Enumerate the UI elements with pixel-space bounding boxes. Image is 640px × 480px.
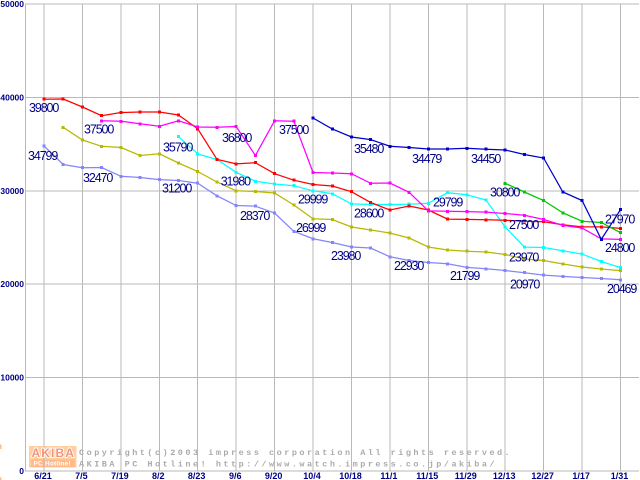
svg-text:31980: 31980: [221, 174, 251, 188]
svg-text:0: 0: [19, 466, 24, 476]
svg-text:8/2: 8/2: [152, 471, 165, 480]
svg-text:40000: 40000: [0, 92, 24, 102]
svg-text:30000: 30000: [0, 186, 24, 196]
svg-text:37500: 37500: [84, 123, 114, 137]
svg-text:20469: 20469: [607, 282, 637, 296]
svg-text:10000: 10000: [0, 373, 24, 383]
svg-text:35790: 35790: [163, 141, 193, 155]
svg-text:8/23: 8/23: [188, 471, 206, 480]
svg-text:6/21: 6/21: [34, 471, 52, 480]
svg-text:23980: 23980: [331, 249, 361, 263]
svg-text:21799: 21799: [450, 269, 480, 283]
svg-text:35480: 35480: [354, 142, 384, 156]
svg-text:AKIBA: AKIBA: [32, 446, 76, 460]
svg-text:7/5: 7/5: [75, 471, 88, 480]
svg-text:20970: 20970: [510, 278, 540, 292]
svg-text:28370: 28370: [240, 209, 270, 223]
svg-text:11/29: 11/29: [455, 471, 477, 480]
svg-text:22930: 22930: [394, 259, 424, 273]
svg-text:31200: 31200: [162, 182, 192, 196]
svg-text:28600: 28600: [354, 207, 384, 221]
svg-text:9/20: 9/20: [265, 471, 283, 480]
svg-text:11/1: 11/1: [380, 471, 397, 480]
svg-text:36800: 36800: [222, 131, 252, 145]
svg-text:32470: 32470: [83, 171, 113, 185]
svg-text:26999: 26999: [296, 221, 326, 235]
svg-text:34450: 34450: [471, 152, 501, 166]
svg-text:11/15: 11/15: [416, 471, 438, 480]
svg-text:27970: 27970: [605, 213, 635, 227]
svg-text:34799: 34799: [28, 149, 58, 163]
svg-text:12/27: 12/27: [531, 471, 554, 480]
svg-text:24800: 24800: [605, 241, 635, 255]
svg-text:34479: 34479: [412, 152, 442, 166]
svg-text:27500: 27500: [509, 218, 539, 232]
svg-text:AKIBA PC Hotline! http://www.: AKIBA PC Hotline! http://www.watch.impre…: [79, 459, 497, 469]
svg-text:37500: 37500: [279, 123, 309, 137]
svg-text:50000: 50000: [0, 0, 24, 9]
svg-text:10/4: 10/4: [303, 471, 321, 480]
svg-text:12/13: 12/13: [493, 471, 516, 480]
svg-text:20000: 20000: [0, 279, 24, 289]
svg-text:29999: 29999: [298, 193, 328, 207]
svg-text:7/19: 7/19: [111, 471, 129, 480]
svg-text:Copyright(c)2003 impress corpo: Copyright(c)2003 impress corporation All…: [79, 448, 512, 458]
svg-text:23970: 23970: [509, 251, 539, 265]
svg-text:10/18: 10/18: [339, 471, 362, 480]
svg-text:29799: 29799: [433, 196, 463, 210]
svg-text:1/17: 1/17: [572, 471, 590, 480]
svg-text:30800: 30800: [490, 186, 520, 200]
svg-text:39800: 39800: [29, 101, 59, 115]
svg-text:9/6: 9/6: [229, 471, 242, 480]
svg-text:1/31: 1/31: [611, 471, 629, 480]
svg-text:PC Hotline!: PC Hotline!: [34, 460, 71, 467]
